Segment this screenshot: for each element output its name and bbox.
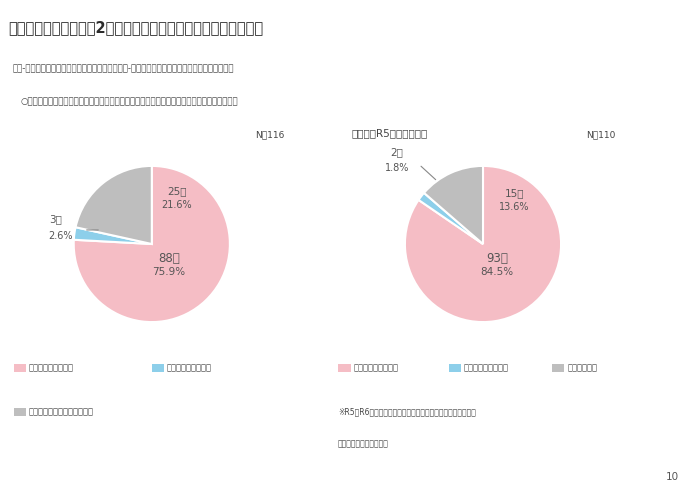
Text: 13.6%: 13.6% bbox=[499, 203, 529, 212]
Wedge shape bbox=[75, 166, 152, 244]
Text: 【参考】R5年度調査結果: 【参考】R5年度調査結果 bbox=[352, 128, 428, 138]
FancyBboxPatch shape bbox=[14, 408, 26, 416]
Text: 88人: 88人 bbox=[158, 251, 180, 264]
Text: 84.5%: 84.5% bbox=[480, 267, 513, 277]
FancyBboxPatch shape bbox=[152, 364, 164, 372]
Wedge shape bbox=[74, 227, 152, 244]
FancyBboxPatch shape bbox=[448, 364, 461, 372]
Text: ※R5とR6において、回答対象及び一部回答項目が異なるため: ※R5とR6において、回答対象及び一部回答項目が異なるため bbox=[338, 407, 476, 416]
Text: 21.6%: 21.6% bbox=[161, 200, 192, 210]
FancyBboxPatch shape bbox=[14, 364, 26, 372]
Text: 93人: 93人 bbox=[486, 251, 508, 264]
Wedge shape bbox=[419, 193, 483, 244]
Text: 1.8%: 1.8% bbox=[385, 163, 409, 173]
Text: 取組に対して消極的: 取組に対して消極的 bbox=[464, 364, 509, 372]
Text: 取組に対して好意的: 取組に対して好意的 bbox=[353, 364, 398, 372]
Wedge shape bbox=[74, 166, 230, 322]
Text: 75.9%: 75.9% bbox=[152, 267, 186, 277]
Text: 25人: 25人 bbox=[167, 186, 186, 196]
Text: ３．調査結果詳細　（2）女性が働きやすい職場環境整備の状況: ３．調査結果詳細 （2）女性が働きやすい職場環境整備の状況 bbox=[8, 20, 264, 36]
Text: 単純比較が難しいこと: 単純比較が難しいこと bbox=[338, 440, 389, 448]
Wedge shape bbox=[405, 166, 561, 322]
Text: 2.6%: 2.6% bbox=[49, 231, 73, 241]
Text: 特に反応なし: 特に反応なし bbox=[567, 364, 597, 372]
Text: 3人: 3人 bbox=[49, 214, 61, 224]
Text: 取組に対して消極的: 取組に対して消極的 bbox=[167, 364, 212, 372]
Text: 特に反応なし又はわからない: 特に反応なし又はわからない bbox=[29, 407, 94, 416]
Text: 2人: 2人 bbox=[391, 147, 404, 157]
Wedge shape bbox=[424, 166, 483, 244]
Text: N＝110: N＝110 bbox=[586, 131, 615, 140]
Text: 問２-４　取組をはじめる際の経営者の反応（問２-１で「取組をはじめている」と回答した方）: 問２-４ 取組をはじめる際の経営者の反応（問２-１で「取組をはじめている」と回答… bbox=[12, 64, 234, 74]
FancyBboxPatch shape bbox=[552, 364, 564, 372]
Text: ○　取組をはじめる際の経営者の反応については、「取組に対して好意的」が最も多かった。: ○ 取組をはじめる際の経営者の反応については、「取組に対して好意的」が最も多かっ… bbox=[21, 97, 238, 106]
Text: 15人: 15人 bbox=[504, 188, 524, 198]
Text: 取組に対して好意的: 取組に対して好意的 bbox=[29, 364, 74, 372]
FancyBboxPatch shape bbox=[338, 364, 351, 372]
Text: 10: 10 bbox=[666, 472, 679, 482]
Text: N＝116: N＝116 bbox=[255, 131, 284, 140]
